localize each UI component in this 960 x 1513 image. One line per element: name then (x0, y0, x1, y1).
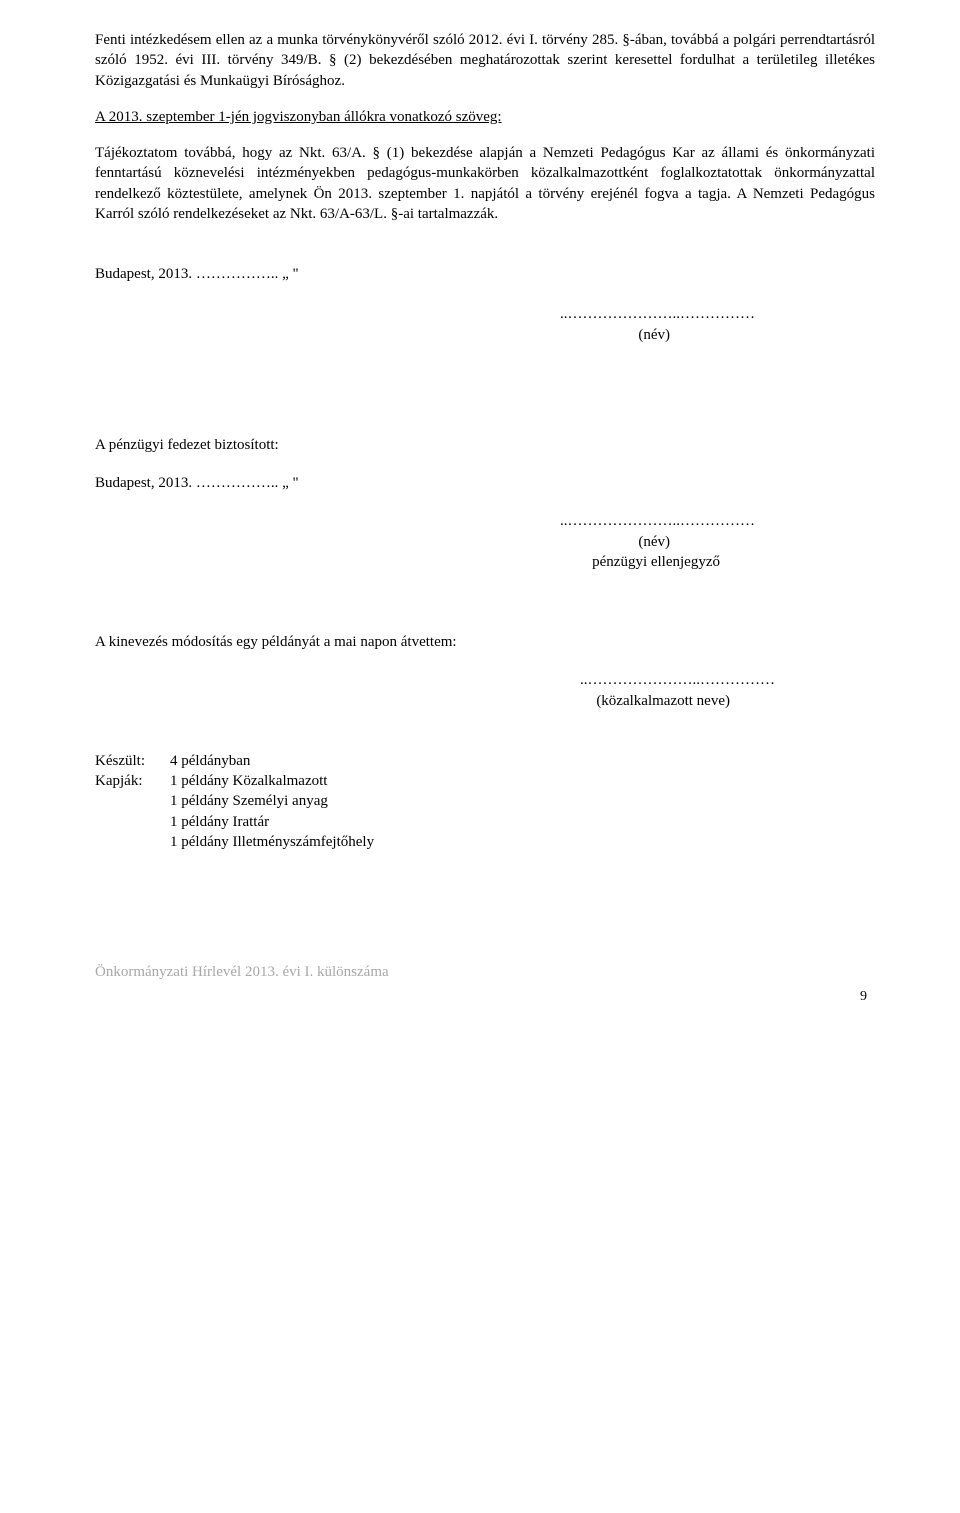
financial-coverage-line: A pénzügyi fedezet biztosított: (95, 435, 875, 455)
dist-row-made: Készült: 4 példányban (95, 751, 875, 771)
signature-dots-1: ..…………………..…………… (95, 304, 875, 324)
dist-get-value-1: 1 példány Közalkalmazott (170, 771, 327, 791)
underline-heading: A 2013. szeptember 1-jén jogviszonyban á… (95, 107, 875, 127)
dist-made-value: 4 példányban (170, 751, 250, 771)
paragraph-1: Fenti intézkedésem ellen az a munka törv… (95, 30, 875, 91)
dist-row-get-4: 1 példány Illetményszámfejtőhely (95, 832, 875, 852)
budapest-date-2: Budapest, 2013. …………….. „ " (95, 473, 875, 493)
name-label-1: (név) (95, 325, 875, 345)
receipt-line: A kinevezés módosítás egy példányát a ma… (95, 632, 875, 652)
dist-row-get-3: 1 példány Irattár (95, 812, 875, 832)
name-label-2: (név) (95, 532, 875, 552)
employee-name-label: (közalkalmazott neve) (95, 691, 875, 711)
footer-text: Önkormányzati Hírlevél 2013. évi I. külö… (95, 962, 875, 982)
paragraph-2: Tájékoztatom továbbá, hogy az Nkt. 63/A.… (95, 143, 875, 224)
financial-countersigner: pénzügyi ellenjegyző (95, 552, 875, 572)
dist-get-label: Kapják: (95, 771, 170, 791)
page-number: 9 (95, 988, 875, 1007)
signature-dots-2: ..…………………..…………… (95, 511, 875, 531)
dist-made-label: Készült: (95, 751, 170, 771)
dist-row-get-1: Kapják: 1 példány Közalkalmazott (95, 771, 875, 791)
signature-block-1: Budapest, 2013. …………….. „ " (95, 264, 875, 284)
distribution-list: Készült: 4 példányban Kapják: 1 példány … (95, 751, 875, 852)
signature-dots-3: ..…………………..…………… (95, 670, 875, 690)
dist-get-value-3: 1 példány Irattár (170, 812, 269, 832)
dist-get-value-2: 1 példány Személyi anyag (170, 791, 328, 811)
budapest-date-1: Budapest, 2013. …………….. „ " (95, 264, 875, 284)
dist-row-get-2: 1 példány Személyi anyag (95, 791, 875, 811)
dist-get-value-4: 1 példány Illetményszámfejtőhely (170, 832, 374, 852)
